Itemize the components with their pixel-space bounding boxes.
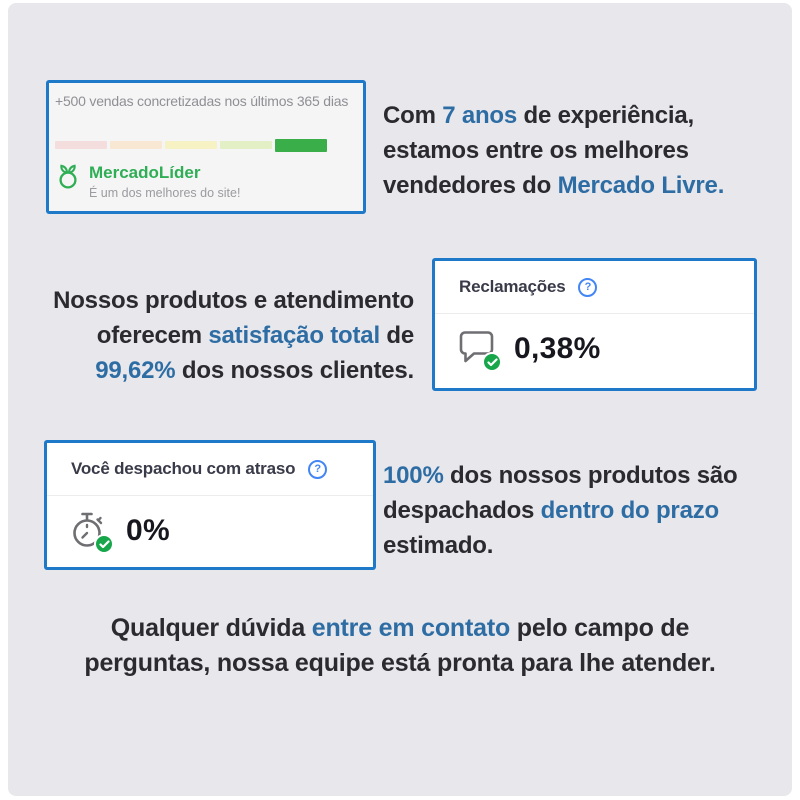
highlight-percentage: 99,62% bbox=[95, 357, 176, 384]
claims-value: 0,38% bbox=[514, 332, 601, 365]
claims-card: Reclamações ? 0,38% bbox=[432, 258, 757, 391]
text-segment: dos nossos produtos são bbox=[443, 462, 738, 489]
dispatch-card: Você despachou com atraso ? 0% bbox=[44, 440, 376, 570]
highlight-7-anos: 7 anos bbox=[442, 102, 518, 129]
text-segment: estamos entre os melhores bbox=[383, 137, 689, 164]
satisfaction-paragraph: Nossos produtos e atendimento oferecem s… bbox=[36, 283, 414, 388]
dispatch-line-1: 100% dos nossos produtos são bbox=[383, 458, 778, 493]
text-segment: Com bbox=[383, 102, 443, 129]
contact-line-2: perguntas, nossa equipe está pronta para… bbox=[8, 646, 792, 681]
text-segment: Nossos produtos e atendimento bbox=[53, 287, 414, 314]
stopwatch-check-icon bbox=[69, 510, 114, 554]
experience-line-3: vendedores do Mercado Livre. bbox=[383, 168, 773, 203]
dispatch-line-3: estimado. bbox=[383, 528, 778, 563]
badge-subtitle: É um dos melhores do site! bbox=[89, 186, 241, 200]
chat-bubble-check-icon bbox=[457, 328, 502, 372]
reputation-level-3 bbox=[165, 141, 217, 149]
dispatch-card-header: Você despachou com atraso ? bbox=[47, 443, 373, 496]
experience-paragraph: Com 7 anos de experiência, estamos entre… bbox=[383, 98, 773, 203]
text-segment: vendedores do bbox=[383, 172, 558, 199]
help-icon[interactable]: ? bbox=[308, 459, 328, 479]
reputation-level-1 bbox=[55, 141, 107, 149]
sales-summary-text: +500 vendas concretizadas nos últimos 36… bbox=[55, 93, 349, 109]
reputation-level-4 bbox=[220, 141, 272, 149]
page-background: +500 vendas concretizadas nos últimos 36… bbox=[8, 3, 792, 796]
reputation-level-2 bbox=[110, 141, 162, 149]
highlight-dentro-do-prazo: dentro do prazo bbox=[540, 497, 720, 524]
dispatch-value: 0% bbox=[126, 514, 170, 547]
highlight-mercado-livre: Mercado Livre. bbox=[557, 172, 725, 199]
dispatch-label: Você despachou com atraso bbox=[71, 459, 296, 478]
satisfaction-line-1: Nossos produtos e atendimento bbox=[36, 283, 414, 318]
claims-label: Reclamações bbox=[459, 277, 566, 296]
reputation-card: +500 vendas concretizadas nos últimos 36… bbox=[46, 80, 366, 214]
text-segment: perguntas, nossa equipe está pronta para… bbox=[84, 649, 716, 677]
highlight-entre-em-contato: entre em contato bbox=[311, 614, 511, 642]
dispatch-card-body: 0% bbox=[47, 496, 373, 566]
check-badge-icon bbox=[94, 534, 114, 554]
experience-line-2: estamos entre os melhores bbox=[383, 133, 773, 168]
dispatch-paragraph: 100% dos nossos produtos são despachados… bbox=[383, 458, 778, 563]
mercado-lider-badge: MercadoLíder É um dos melhores do site! bbox=[56, 163, 240, 200]
check-badge-icon bbox=[482, 352, 502, 372]
badge-title: MercadoLíder bbox=[89, 163, 201, 182]
text-segment: despachados bbox=[383, 497, 541, 524]
text-segment: de experiência, bbox=[517, 102, 695, 129]
reputation-level-5 bbox=[275, 138, 327, 152]
text-segment: pelo campo de bbox=[510, 614, 690, 642]
satisfaction-line-3: 99,62% dos nossos clientes. bbox=[36, 353, 414, 388]
highlight-100-percent: 100% bbox=[383, 462, 444, 489]
medal-icon bbox=[56, 163, 80, 195]
claims-card-header: Reclamações ? bbox=[435, 261, 754, 314]
reputation-scale bbox=[55, 138, 327, 152]
experience-line-1: Com 7 anos de experiência, bbox=[383, 98, 773, 133]
text-segment: estimado. bbox=[383, 532, 494, 559]
text-segment: dos nossos clientes. bbox=[175, 357, 414, 384]
highlight-satisfacao-total: satisfação total bbox=[208, 322, 380, 349]
satisfaction-line-2: oferecem satisfação total de bbox=[36, 318, 414, 353]
text-segment: de bbox=[379, 322, 414, 349]
contact-line-1: Qualquer dúvida entre em contato pelo ca… bbox=[8, 611, 792, 646]
dispatch-line-2: despachados dentro do prazo bbox=[383, 493, 778, 528]
help-icon[interactable]: ? bbox=[578, 277, 598, 297]
text-segment: Qualquer dúvida bbox=[110, 614, 312, 642]
claims-card-body: 0,38% bbox=[435, 314, 754, 384]
contact-paragraph: Qualquer dúvida entre em contato pelo ca… bbox=[8, 611, 792, 681]
text-segment: oferecem bbox=[96, 322, 209, 349]
badge-text-group: MercadoLíder É um dos melhores do site! bbox=[89, 163, 240, 200]
